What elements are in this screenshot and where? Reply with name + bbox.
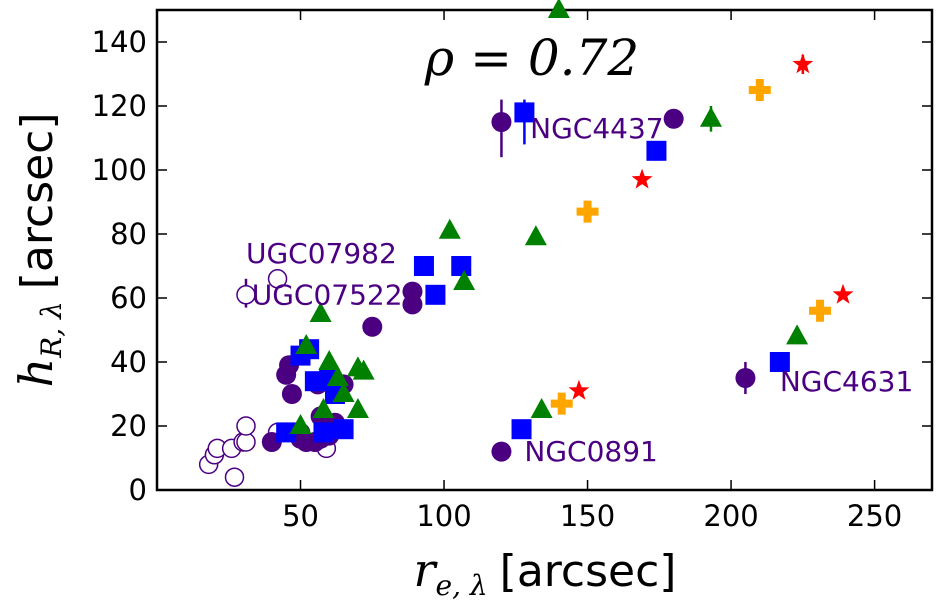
point-annotation: NGC0891 xyxy=(524,435,657,468)
star-point xyxy=(792,53,814,74)
x-tick-label: 100 xyxy=(416,499,471,533)
square-point xyxy=(313,422,334,443)
y-tick-label: 40 xyxy=(110,345,147,379)
y-tick-label: 20 xyxy=(110,409,147,443)
point-annotations: NGC4437 UGC07982 UGC07522 NGC4631 NGC0891 xyxy=(246,112,913,468)
y-tick-label: 100 xyxy=(92,153,147,187)
y-tick-label: 140 xyxy=(92,25,147,59)
square-point xyxy=(425,284,446,305)
x-tick-label: 50 xyxy=(282,499,319,533)
star-point xyxy=(568,379,590,400)
filled-circle-point xyxy=(402,294,423,315)
square-point xyxy=(514,102,535,123)
open-circle-point xyxy=(267,269,288,289)
cross-point xyxy=(576,200,599,223)
triangle-point xyxy=(547,0,570,18)
cross-point xyxy=(809,299,832,322)
filled-circle-point xyxy=(663,108,684,129)
x-tick-label: 200 xyxy=(703,499,758,533)
x-tick-label: 250 xyxy=(847,499,902,533)
star-point xyxy=(832,283,854,304)
filled-circle-point xyxy=(281,384,302,404)
plot-frame xyxy=(155,8,934,492)
point-annotation: UGC07522 xyxy=(252,278,403,311)
triangle-point xyxy=(438,218,461,239)
filled-circle-point xyxy=(491,112,512,132)
open-circle-point xyxy=(236,416,256,436)
filled-circle-point xyxy=(491,441,512,462)
square-point xyxy=(276,422,297,443)
point-annotation: UGC07982 xyxy=(246,237,397,270)
axis-ticks: 50 100 150 200 250 0 20 40 60 80 100 120 140 xyxy=(92,10,932,533)
x-tick-label: 150 xyxy=(560,499,615,533)
open-circle-point xyxy=(236,285,256,305)
triangle-point xyxy=(453,270,476,290)
cross-point xyxy=(748,79,771,101)
square-point xyxy=(511,419,532,440)
triangle-point xyxy=(295,334,318,354)
y-tick-label: 0 xyxy=(129,473,147,507)
y-tick-label: 80 xyxy=(110,217,147,251)
y-axis-subscript: R, λ xyxy=(35,301,68,359)
filled-circle-point xyxy=(362,316,383,337)
y-axis-label: hR, λ [arcsec] xyxy=(9,112,68,387)
open-circle-point xyxy=(224,467,245,487)
data-markers xyxy=(198,0,854,487)
x-axis-subscript: e, λ xyxy=(436,569,488,602)
triangle-point xyxy=(524,225,547,246)
triangle-point xyxy=(699,106,722,127)
square-point xyxy=(451,256,472,276)
y-axis-unit: [arcsec] xyxy=(12,112,63,289)
correlation-annotation: ρ = 0.72 xyxy=(424,29,639,87)
triangle-point xyxy=(289,414,312,434)
y-tick-label: 60 xyxy=(110,281,147,315)
triangle-point xyxy=(352,359,375,380)
x-axis-unit: [arcsec] xyxy=(500,546,677,597)
filled-circle-point xyxy=(735,368,756,388)
triangle-point xyxy=(326,366,349,386)
star-point xyxy=(631,168,653,189)
triangle-point xyxy=(318,350,341,370)
y-tick-label: 120 xyxy=(92,89,147,123)
square-point xyxy=(646,140,667,161)
square-point xyxy=(769,352,790,372)
y-axis-symbol: h xyxy=(9,358,63,388)
triangle-point xyxy=(346,398,369,418)
triangle-point xyxy=(309,302,332,322)
square-point xyxy=(333,419,354,440)
triangle-point xyxy=(786,324,809,345)
cross-point xyxy=(550,392,573,415)
square-point xyxy=(413,256,434,276)
triangle-point xyxy=(312,398,335,418)
x-axis-symbol: r xyxy=(414,543,439,597)
point-annotation: NGC4437 xyxy=(530,112,663,145)
triangle-point xyxy=(332,382,355,402)
triangle-point xyxy=(530,398,553,418)
point-annotation: NGC4631 xyxy=(780,365,913,398)
x-axis-label: re, λ [arcsec] xyxy=(414,543,677,602)
